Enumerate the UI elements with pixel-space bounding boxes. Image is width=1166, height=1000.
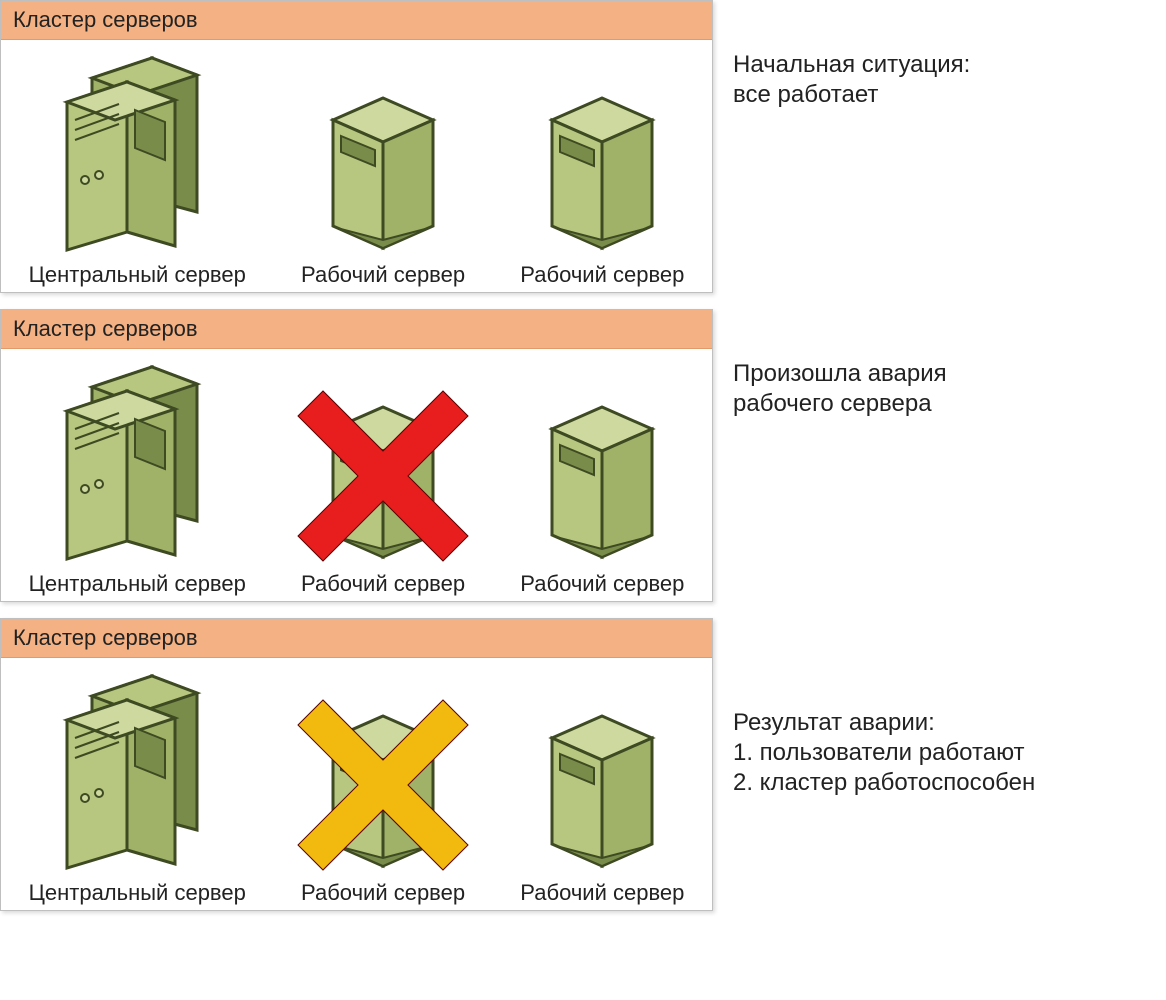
scenario-caption: Начальная ситуация:все работает (733, 0, 970, 110)
central-server-icon (57, 668, 217, 878)
panel-body: Центральный сервер Рабочий сервер Рабочи… (1, 40, 712, 292)
panel-body: Центральный сервер Рабочий сервер Рабочи… (1, 658, 712, 910)
worker-server-icon (315, 698, 451, 878)
central-server-icon (57, 50, 217, 260)
node-label: Рабочий сервер (301, 571, 465, 597)
panel-title: Кластер серверов (1, 1, 712, 40)
worker-server-node-degraded: Рабочий сервер (301, 698, 465, 906)
central-server-node: Центральный сервер (29, 50, 246, 288)
worker-server-node-failed: Рабочий сервер (301, 389, 465, 597)
worker-server-node: Рабочий сервер (520, 389, 684, 597)
worker-server-icon (534, 698, 670, 878)
panel-title: Кластер серверов (1, 619, 712, 658)
panel-body: Центральный сервер Рабочий сервер Рабочи… (1, 349, 712, 601)
node-label: Рабочий сервер (301, 262, 465, 288)
node-label: Центральный сервер (29, 571, 246, 597)
worker-server-node: Рабочий сервер (301, 80, 465, 288)
central-server-icon (57, 359, 217, 569)
worker-server-icon (315, 389, 451, 569)
scenario-caption: Результат аварии:1. пользователи работаю… (733, 618, 1035, 798)
central-server-node: Центральный сервер (29, 359, 246, 597)
worker-server-node: Рабочий сервер (520, 698, 684, 906)
central-server-node: Центральный сервер (29, 668, 246, 906)
worker-server-icon (534, 80, 670, 260)
cluster-panel: Кластер серверов Центральный сервер Рабо… (0, 0, 713, 293)
node-label: Рабочий сервер (520, 880, 684, 906)
worker-server-node: Рабочий сервер (520, 80, 684, 288)
scenario-caption: Произошла авариярабочего сервера (733, 309, 947, 419)
panel-title: Кластер серверов (1, 310, 712, 349)
scenario-row-2: Кластер серверов Центральный сервер Рабо… (0, 309, 1166, 602)
scenario-row-1: Кластер серверов Центральный сервер Рабо… (0, 0, 1166, 293)
worker-server-icon (534, 389, 670, 569)
node-label: Рабочий сервер (520, 262, 684, 288)
node-label: Рабочий сервер (301, 880, 465, 906)
cluster-panel: Кластер серверов Центральный сервер Рабо… (0, 309, 713, 602)
node-label: Центральный сервер (29, 262, 246, 288)
worker-server-icon (315, 80, 451, 260)
node-label: Центральный сервер (29, 880, 246, 906)
cluster-panel: Кластер серверов Центральный сервер Рабо… (0, 618, 713, 911)
scenario-row-3: Кластер серверов Центральный сервер Рабо… (0, 618, 1166, 911)
node-label: Рабочий сервер (520, 571, 684, 597)
